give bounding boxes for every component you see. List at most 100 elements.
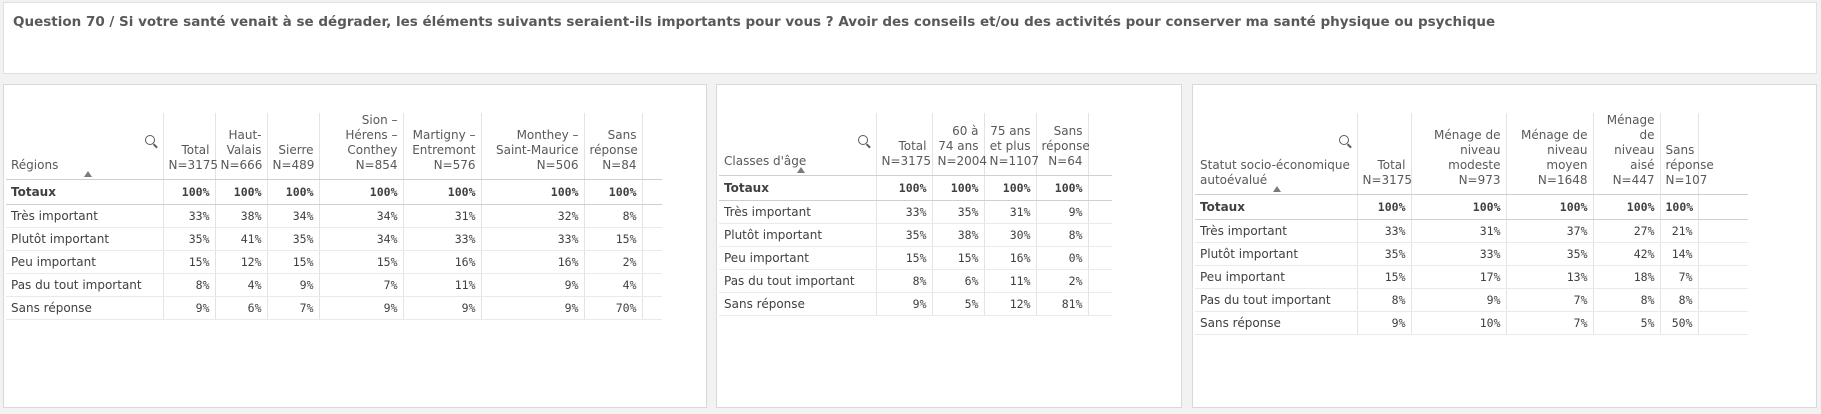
row-label: Pas du tout important: [719, 269, 876, 293]
dimension-header-regions[interactable]: Régions: [6, 113, 163, 180]
column-header[interactable]: Sans réponse N=84: [583, 113, 642, 180]
table-panel-ages[interactable]: Classes d'âge Total N=3175 60 à 74 ans N=200…: [716, 84, 1182, 408]
table-cell: 100%: [1356, 194, 1411, 220]
row-label: Pas du tout important: [1195, 288, 1357, 312]
pivot-table-regions[interactable]: Régions Total N=3175 Haut-Valais N=666 Sierre…: [6, 113, 662, 320]
sort-ascending-icon[interactable]: [797, 166, 805, 173]
table-cell: 9%: [162, 296, 215, 320]
table-cell: 9%: [1410, 288, 1506, 312]
table-cell: 81%: [1035, 292, 1088, 316]
column-header[interactable]: Sans réponse N=107: [1659, 113, 1714, 195]
row-label: Très important: [6, 204, 163, 228]
table-row[interactable]: Plutôt important 35% 38% 30% 8%: [719, 223, 1112, 247]
table-cell: 7%: [1505, 288, 1593, 312]
column-header[interactable]: Total N=3175: [1356, 113, 1413, 195]
search-icon[interactable]: [144, 135, 155, 145]
table-row[interactable]: Sans réponse 9% 10% 7% 5% 50%: [1195, 311, 1748, 335]
table-cell: 100%: [266, 179, 319, 205]
column-header-label: Haut-Valais: [226, 128, 262, 157]
table-cell: 30%: [983, 223, 1036, 247]
search-icon[interactable]: [857, 135, 868, 145]
table-cell: 9%: [1035, 200, 1088, 224]
column-header[interactable]: 75 ans et plus N=1107: [983, 113, 1039, 176]
table-row[interactable]: Sans réponse 9% 5% 12% 81%: [719, 292, 1112, 316]
column-header[interactable]: Ménage de niveau moyen N=1648: [1505, 113, 1593, 195]
table-panel-status[interactable]: Statut socio-économique autoévalué Total N…: [1192, 84, 1817, 408]
empty-header-cell: [641, 113, 662, 180]
column-header[interactable]: Sans réponse N=64: [1035, 113, 1090, 176]
totals-row[interactable]: Totaux 100% 100% 100% 100% 100% 100% 100%: [6, 179, 662, 205]
row-label: Peu important: [6, 250, 163, 274]
column-header[interactable]: Total N=3175: [162, 113, 218, 180]
column-header-count: N=506: [536, 158, 579, 172]
table-row[interactable]: Plutôt important 35% 33% 35% 42% 14%: [1195, 242, 1748, 266]
column-header-label: Martigny – Entremont: [412, 128, 476, 157]
table-row[interactable]: Pas du tout important 8% 6% 11% 2%: [719, 269, 1112, 293]
totals-row[interactable]: Totaux 100% 100% 100% 100%: [719, 175, 1112, 201]
sort-ascending-icon[interactable]: [1273, 186, 1281, 192]
row-label: Peu important: [719, 246, 876, 270]
table-row[interactable]: Peu important 15% 15% 16% 0%: [719, 246, 1112, 270]
table-cell: 9%: [318, 296, 403, 320]
column-header[interactable]: 60 à 74 ans N=2004: [931, 113, 987, 176]
dimension-header-status[interactable]: Statut socio-économique autoévalué: [1195, 113, 1357, 195]
column-header-label: Total: [181, 143, 210, 157]
column-header-label: Sans réponse: [589, 128, 638, 157]
column-header[interactable]: Haut-Valais N=666: [214, 113, 267, 180]
sort-ascending-icon[interactable]: [84, 171, 92, 177]
table-cell: 33%: [162, 204, 215, 228]
table-cell: 0%: [1035, 246, 1088, 270]
table-cell: 38%: [931, 223, 984, 247]
table-row[interactable]: Peu important 15% 12% 15% 15% 16% 16% 2%: [6, 250, 662, 274]
table-cell: 7%: [1659, 265, 1698, 289]
table-row[interactable]: Plutôt important 35% 41% 35% 34% 33% 33% 15%: [6, 227, 662, 251]
column-header[interactable]: Total N=3175: [875, 113, 932, 176]
table-cell: 35%: [1356, 242, 1411, 266]
table-row[interactable]: Très important 33% 38% 34% 34% 31% 32% 8%: [6, 204, 662, 228]
row-label: Plutôt important: [719, 223, 876, 247]
pivot-table-ages[interactable]: Classes d'âge Total N=3175 60 à 74 ans N=200…: [719, 113, 1112, 316]
pivot-table-status[interactable]: Statut socio-économique autoévalué Total N…: [1195, 113, 1748, 335]
dimension-label: Régions: [11, 158, 59, 172]
table-row[interactable]: Peu important 15% 17% 13% 18% 7%: [1195, 265, 1748, 289]
table-row[interactable]: Très important 33% 31% 37% 27% 21%: [1195, 219, 1748, 243]
column-header[interactable]: Sierre N=489: [266, 113, 319, 180]
table-cell: 34%: [318, 227, 403, 251]
table-row[interactable]: Pas du tout important 8% 4% 9% 7% 11% 9% 4%: [6, 273, 662, 297]
table-cell: 33%: [402, 227, 481, 251]
table-cell: 11%: [402, 273, 481, 297]
column-header-count: N=84: [602, 158, 637, 172]
table-cell: 31%: [402, 204, 481, 228]
search-icon[interactable]: [1338, 135, 1349, 145]
table-row[interactable]: Très important 33% 35% 31% 9%: [719, 200, 1112, 224]
empty-cell: [641, 179, 662, 205]
column-header[interactable]: Ménage de niveau modeste N=973: [1410, 113, 1506, 195]
table-panel-regions[interactable]: Régions Total N=3175 Haut-Valais N=666 Sierre…: [3, 84, 707, 408]
table-cell: 31%: [983, 200, 1036, 224]
table-cell: 100%: [875, 175, 932, 201]
table-cell: 12%: [983, 292, 1036, 316]
column-header-label: 75 ans et plus: [989, 123, 1031, 153]
table-cell: 4%: [583, 273, 642, 297]
table-cell: 34%: [318, 204, 403, 228]
table-cell: 10%: [1410, 311, 1506, 335]
table-cell: 9%: [480, 296, 584, 320]
totals-row[interactable]: Totaux 100% 100% 100% 100% 100%: [1195, 194, 1748, 220]
column-header-count: N=3175: [168, 158, 219, 172]
column-header-label: Ménage de niveau aisé: [1606, 113, 1655, 172]
column-header-count: N=576: [433, 158, 476, 172]
table-cell: 8%: [1659, 288, 1698, 312]
column-header-count: N=3175: [1362, 173, 1413, 187]
column-header-label: Total: [898, 138, 927, 153]
empty-cell: [1697, 242, 1748, 266]
table-row[interactable]: Sans réponse 9% 6% 7% 9% 9% 9% 70%: [6, 296, 662, 320]
table-cell: 4%: [214, 273, 267, 297]
column-header-count: N=2004: [937, 153, 988, 168]
row-label: Pas du tout important: [6, 273, 163, 297]
dimension-header-ages[interactable]: Classes d'âge: [719, 113, 876, 176]
column-header[interactable]: Martigny – Entremont N=576: [402, 113, 481, 180]
table-row[interactable]: Pas du tout important 8% 9% 7% 8% 8%: [1195, 288, 1748, 312]
column-header[interactable]: Ménage de niveau aisé N=447: [1592, 113, 1660, 195]
column-header[interactable]: Sion – Hérens – Conthey N=854: [318, 113, 403, 180]
column-header[interactable]: Monthey – Saint-Maurice N=506: [480, 113, 584, 180]
